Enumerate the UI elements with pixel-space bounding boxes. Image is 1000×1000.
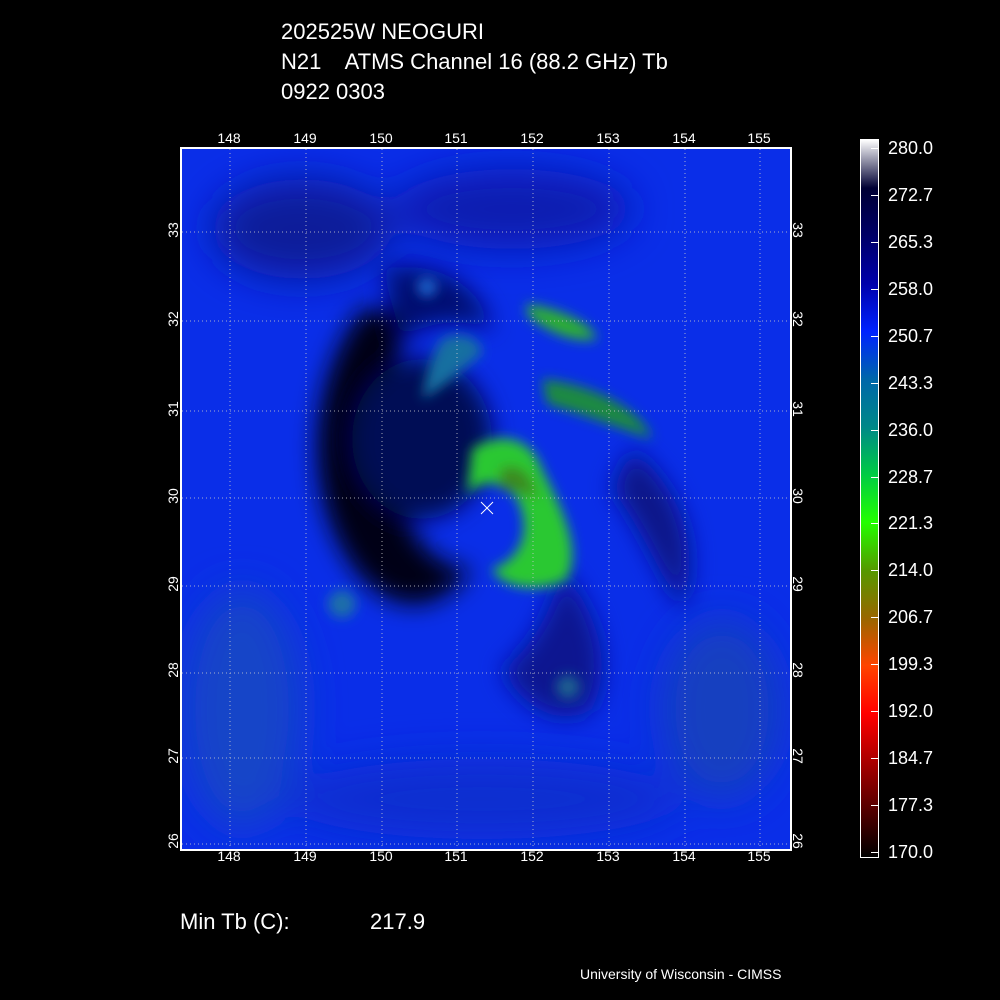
colorbar-label: 228.7 [888, 466, 934, 487]
colorbar-label: 258.0 [888, 278, 934, 299]
colorbar-tick [871, 758, 879, 760]
colorbar-label: 177.3 [888, 795, 934, 816]
lat-tick-left: 32 [165, 311, 181, 327]
lat-tick-right: 33 [790, 222, 806, 238]
credit-text: University of Wisconsin - CIMSS [580, 966, 782, 982]
colorbar-tick [871, 852, 879, 853]
product-title: N21 ATMS Channel 16 (88.2 GHz) Tb [281, 49, 668, 74]
lat-tick-right: 29 [790, 576, 806, 592]
colorbar-tick [871, 476, 879, 478]
colorbar-label: 243.3 [888, 372, 934, 393]
satellite-map[interactable] [180, 147, 792, 851]
lon-tick-bottom: 148 [217, 848, 241, 864]
lon-tick-top: 153 [596, 130, 620, 146]
lon-tick-bottom: 152 [520, 848, 544, 864]
lon-tick-bottom: 149 [293, 848, 317, 864]
lon-tick-bottom: 154 [672, 848, 696, 864]
colorbar-tick [871, 148, 879, 149]
min-tb-label: Min Tb (C): [180, 909, 290, 934]
lon-tick-top: 150 [369, 130, 393, 146]
colorbar-label: 170.0 [888, 842, 934, 862]
datetime-title: 0922 0303 [281, 79, 385, 104]
colorbar-label: 206.7 [888, 607, 934, 628]
colorbar-label: 199.3 [888, 654, 934, 675]
lat-tick-right: 26 [790, 833, 806, 849]
lat-tick-left: 27 [165, 748, 181, 764]
colorbar-label: 184.7 [888, 748, 934, 769]
colorbar-tick [871, 570, 879, 572]
colorbar-tick [871, 382, 879, 384]
lon-tick-top: 148 [217, 130, 241, 146]
lon-tick-bottom: 153 [596, 848, 620, 864]
colorbar-tick [871, 288, 879, 290]
colorbar [860, 139, 879, 858]
colorbar-tick [871, 241, 879, 243]
colorbar-tick [871, 805, 879, 807]
brightness-temperature-image [182, 149, 790, 849]
colorbar-tick [871, 335, 879, 337]
lon-tick-top: 151 [444, 130, 468, 146]
colorbar-tick [871, 194, 879, 196]
lon-tick-top: 152 [520, 130, 544, 146]
lon-tick-bottom: 155 [747, 848, 771, 864]
lon-tick-top: 149 [293, 130, 317, 146]
colorbar-label: 192.0 [888, 701, 934, 722]
colorbar-tick [871, 617, 879, 619]
colorbar-label: 214.0 [888, 560, 934, 581]
lon-tick-top: 155 [747, 130, 771, 146]
colorbar-label: 265.3 [888, 231, 934, 252]
colorbar-label: 236.0 [888, 419, 934, 440]
lat-tick-left: 33 [165, 222, 181, 238]
lat-tick-left: 28 [165, 662, 181, 678]
colorbar-tick [871, 711, 879, 713]
lon-tick-bottom: 151 [444, 848, 468, 864]
lat-tick-right: 32 [790, 311, 806, 327]
grid-lines [182, 149, 790, 849]
lat-tick-left: 30 [165, 488, 181, 504]
colorbar-label: 250.7 [888, 325, 934, 346]
colorbar-tick [871, 664, 879, 666]
lon-tick-top: 154 [672, 130, 696, 146]
storm-center-x-marker [480, 501, 494, 515]
lat-tick-right: 27 [790, 748, 806, 764]
lat-tick-right: 31 [790, 401, 806, 417]
colorbar-tick [871, 523, 879, 525]
colorbar-tick [871, 429, 879, 431]
lat-tick-left: 29 [165, 576, 181, 592]
colorbar-label: 280.0 [888, 138, 934, 158]
min-tb-value: 217.9 [370, 909, 426, 934]
lon-tick-bottom: 150 [369, 848, 393, 864]
lat-tick-left: 26 [165, 833, 181, 849]
lat-tick-right: 30 [790, 488, 806, 504]
lat-tick-left: 31 [165, 401, 181, 417]
colorbar-label: 272.7 [888, 184, 934, 205]
colorbar-label: 221.3 [888, 513, 934, 534]
storm-title: 202525W NEOGURI [281, 19, 484, 44]
lat-tick-right: 28 [790, 662, 806, 678]
